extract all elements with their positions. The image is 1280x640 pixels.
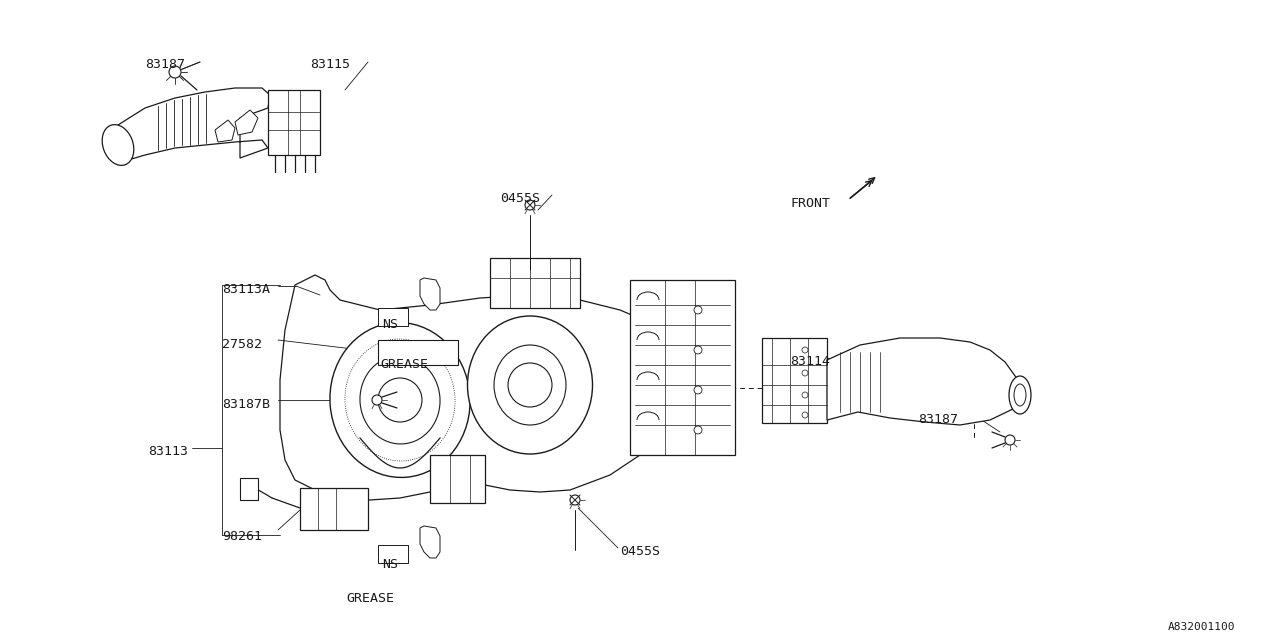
Bar [378,340,458,365]
Text: 83113: 83113 [148,445,188,458]
Bar [378,545,408,563]
Ellipse shape [344,339,456,461]
Circle shape [694,306,701,314]
Bar [430,455,485,503]
Circle shape [694,346,701,354]
Circle shape [169,66,180,78]
Bar [630,280,735,455]
Ellipse shape [330,323,470,477]
Circle shape [378,378,422,422]
Text: 83187: 83187 [145,58,186,71]
Ellipse shape [360,356,440,444]
Text: 27582: 27582 [221,338,262,351]
Circle shape [1005,435,1015,445]
Polygon shape [236,110,259,135]
Text: GREASE: GREASE [346,592,394,605]
Circle shape [803,412,808,418]
Text: NS: NS [381,558,398,571]
Ellipse shape [1014,384,1027,406]
Text: GREASE: GREASE [380,358,428,371]
Circle shape [803,370,808,376]
Polygon shape [215,120,236,142]
Circle shape [803,392,808,398]
Polygon shape [420,526,440,558]
Text: A832001100: A832001100 [1167,622,1235,632]
Text: 0455S: 0455S [620,545,660,558]
Text: 83187: 83187 [918,413,957,426]
Text: 98261: 98261 [221,530,262,543]
Bar [300,488,369,530]
Text: 83113A: 83113A [221,283,270,296]
Circle shape [372,395,381,405]
Text: 83114: 83114 [790,355,829,368]
Bar [378,308,408,326]
Text: NS: NS [381,318,398,331]
Text: 83187B: 83187B [221,398,270,411]
Circle shape [694,426,701,434]
Bar [241,478,259,500]
Bar [762,338,827,423]
Text: 0455S: 0455S [500,192,540,205]
Circle shape [570,495,580,505]
Ellipse shape [467,316,593,454]
Text: FRONT: FRONT [790,197,829,210]
Ellipse shape [1009,376,1030,414]
Ellipse shape [494,345,566,425]
Ellipse shape [102,125,134,165]
Polygon shape [827,338,1020,425]
Bar [490,258,580,308]
Text: 83115: 83115 [310,58,349,71]
Bar [268,90,320,155]
Polygon shape [280,275,680,500]
Circle shape [508,363,552,407]
Polygon shape [420,278,440,310]
Circle shape [694,386,701,394]
Polygon shape [118,88,270,163]
Circle shape [525,200,535,210]
Circle shape [803,347,808,353]
